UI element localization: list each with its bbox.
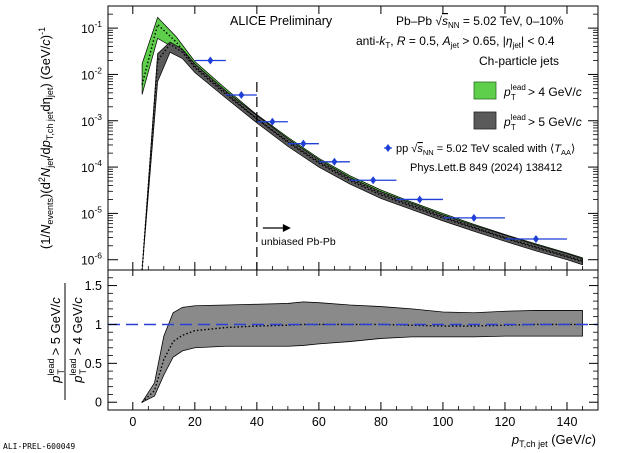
ytick-label: 10-1 bbox=[81, 19, 102, 36]
x-axis-label: pT,ch jet (GeV/c) bbox=[511, 432, 596, 449]
pp-legend-label: pp √sNN = 5.02 TeV scaled with ⟨TAA⟩ bbox=[396, 143, 575, 157]
ytick-label: 10-3 bbox=[81, 112, 102, 129]
xtick-label: 120 bbox=[495, 415, 516, 429]
ratio-ytick-label: 0.5 bbox=[85, 357, 102, 371]
xtick-label: 60 bbox=[312, 415, 326, 429]
pp-point bbox=[331, 157, 338, 166]
reference-label: Phys.Lett.B 849 (2024) 138412 bbox=[410, 162, 562, 174]
xtick-label: 140 bbox=[557, 415, 578, 429]
xtick-label: 80 bbox=[374, 415, 388, 429]
top-y-axis: 10-6 10-5 10-4 10-3 10-2 10-1 bbox=[81, 13, 598, 268]
xtick-label: 100 bbox=[433, 415, 454, 429]
ratio-ytick-label: 1.5 bbox=[85, 279, 102, 293]
legend-label-4gev: plead T > 4 GeV/c bbox=[503, 83, 582, 102]
jet-selection-label: anti-kT, R = 0.5, Ajet > 0.65, |ηjet| < … bbox=[356, 34, 555, 50]
pp-point bbox=[207, 56, 214, 65]
ytick-label: 10-2 bbox=[81, 65, 102, 82]
ytick-label: 10-6 bbox=[81, 251, 102, 268]
bottom-y-axis: 0 0.5 1 1.5 bbox=[85, 269, 598, 410]
ratio-denominator: pleadT > 4 GeV/c bbox=[68, 297, 88, 384]
ytick-label: 10-5 bbox=[81, 204, 102, 221]
central-lead4 bbox=[141, 23, 583, 262]
pp-point bbox=[470, 213, 477, 222]
ratio-ytick-label: 0 bbox=[95, 396, 102, 410]
alice-preliminary: ALICE Preliminary bbox=[230, 14, 333, 28]
top-y-label: (1/Nevents)(d2Njet/dpT,ch jetdηjet) (GeV… bbox=[37, 27, 55, 249]
unbiased-arrowhead bbox=[282, 224, 291, 232]
pp-point bbox=[370, 176, 377, 185]
pp-point bbox=[300, 139, 307, 148]
system-label: Pb–Pb √sNN = 5.02 TeV, 0–10% bbox=[396, 14, 564, 30]
band-lead5 bbox=[141, 41, 583, 270]
chparticle-label: Ch-particle jets bbox=[479, 54, 559, 68]
pp-point bbox=[238, 90, 245, 99]
legend-label-5gev: plead T > 5 GeV/c bbox=[503, 113, 582, 132]
legend-swatch-green bbox=[473, 81, 497, 100]
top-x-axis bbox=[132, 6, 599, 270]
pp-point bbox=[532, 235, 539, 244]
xtick-label: 20 bbox=[188, 415, 202, 429]
ratio-ytick-label: 1 bbox=[95, 318, 102, 332]
pp-points bbox=[194, 56, 567, 244]
ratio-y-label: pleadT > 5 GeV/c pleadT > 4 GeV/c bbox=[46, 283, 88, 400]
pp-legend-marker bbox=[385, 144, 391, 152]
legend-swatch-gray bbox=[473, 111, 497, 130]
ratio-band-group bbox=[108, 301, 598, 404]
top-bands bbox=[141, 16, 583, 270]
xtick-label: 40 bbox=[250, 415, 264, 429]
xtick-label: 0 bbox=[129, 415, 136, 429]
ytick-label: 10-4 bbox=[81, 158, 102, 175]
footer-id: ALI-PREL-600049 bbox=[3, 442, 75, 451]
ratio-numerator: pleadT > 5 GeV/c bbox=[46, 297, 66, 384]
pp-point bbox=[269, 117, 276, 126]
ratio-band bbox=[140, 301, 583, 404]
bottom-x-axis: 0 20 40 60 80 100 120 140 bbox=[129, 270, 599, 429]
ratio-central bbox=[141, 323, 583, 403]
pp-point bbox=[416, 195, 423, 204]
unbiased-label: unbiased Pb-Pb bbox=[261, 236, 336, 248]
